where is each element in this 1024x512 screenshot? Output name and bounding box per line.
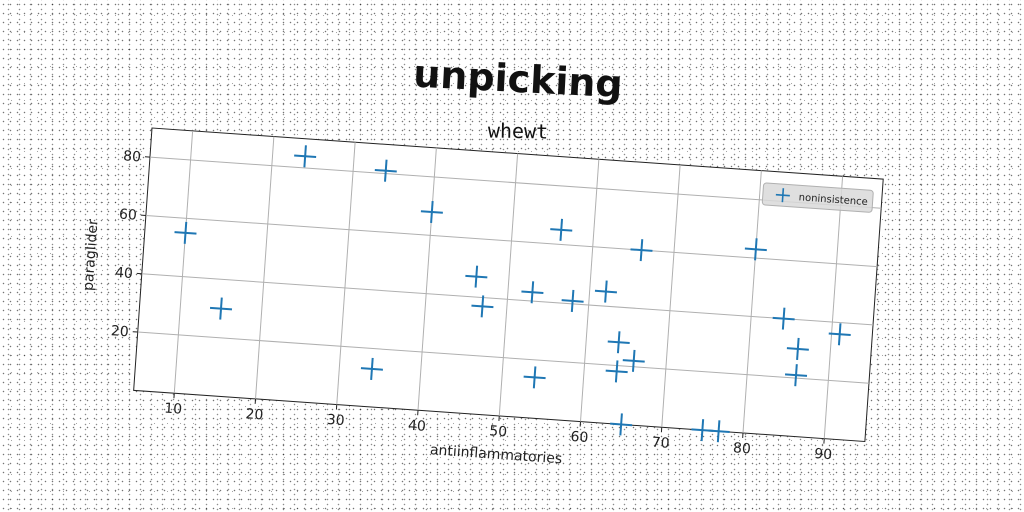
scatter-point xyxy=(465,265,488,288)
x-grid-line xyxy=(661,164,681,428)
x-tick-label: 50 xyxy=(489,423,508,440)
scatter-point xyxy=(744,238,767,261)
scatter-point xyxy=(707,420,730,443)
scatter-point xyxy=(786,337,809,360)
scatter-point xyxy=(523,366,546,389)
legend: noninsistence xyxy=(761,182,874,213)
scatter-point xyxy=(561,289,584,312)
x-grid-line xyxy=(255,136,275,399)
x-tick-label: 40 xyxy=(407,418,426,435)
x-tick-label: 20 xyxy=(245,406,264,423)
scatter-point xyxy=(521,281,544,304)
scatter-point xyxy=(550,218,573,241)
chart-title: unpicking xyxy=(412,52,623,107)
x-grid-line xyxy=(742,170,762,434)
x-grid-line xyxy=(417,147,437,411)
scatter-point xyxy=(209,297,233,320)
scatter-point xyxy=(784,364,808,387)
scatter-point xyxy=(610,413,633,436)
legend-box xyxy=(761,182,874,213)
x-grid-line xyxy=(580,159,600,422)
scatter-point xyxy=(622,349,645,372)
y-tick-label: 80 xyxy=(123,148,142,165)
x-tick-label: 90 xyxy=(814,446,833,463)
plot-area: 10 20 30 40 50 60 70 80 90 20 40 60 80 noninsistence… xyxy=(81,127,884,467)
scatter-points xyxy=(174,145,851,443)
x-tick-label: 30 xyxy=(326,412,345,429)
x-tick-label: 70 xyxy=(651,435,670,452)
y-grid-line xyxy=(137,331,869,384)
axis-ticks: 10 20 30 40 50 60 70 80 90 20 40 60 80 xyxy=(110,148,833,463)
x-tick-label: 80 xyxy=(732,440,751,457)
y-axis-label: paraglider xyxy=(81,218,102,291)
x-tick-label: 10 xyxy=(164,401,183,418)
chart-subtitle: whewt xyxy=(488,118,549,143)
scatter-point xyxy=(360,357,383,380)
y-tick-label: 60 xyxy=(118,207,137,224)
y-tick-label: 40 xyxy=(114,265,133,282)
scatter-point xyxy=(594,280,617,303)
scatter-point xyxy=(294,145,317,168)
x-grid-line xyxy=(498,153,519,416)
x-grid-line xyxy=(336,142,356,405)
scatter-point xyxy=(772,307,795,330)
y-grid-line xyxy=(141,273,874,326)
y-grid-line xyxy=(149,156,882,209)
scatter-point xyxy=(828,323,851,346)
legend-label-noninsistence: noninsistence xyxy=(798,192,868,208)
scatter-point xyxy=(174,221,197,244)
scatter-point xyxy=(607,331,630,354)
scatter-point xyxy=(630,239,653,262)
scatter-point xyxy=(471,295,494,318)
scatter-point xyxy=(420,200,443,224)
scatter-point xyxy=(374,159,397,182)
legend-marker-noninsistence xyxy=(775,188,790,203)
x-grid-line xyxy=(823,176,844,439)
x-grid-line xyxy=(173,130,194,394)
x-axis-label: antiinflammatories xyxy=(429,442,562,467)
x-tick-label: 60 xyxy=(570,429,589,446)
scatter-point xyxy=(605,360,628,383)
y-tick-label: 20 xyxy=(110,323,129,340)
